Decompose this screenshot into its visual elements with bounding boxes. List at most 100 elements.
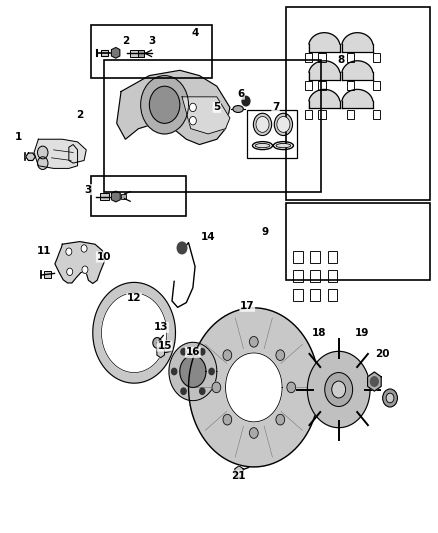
Circle shape xyxy=(212,382,221,393)
Ellipse shape xyxy=(276,143,291,148)
Ellipse shape xyxy=(274,114,293,135)
Circle shape xyxy=(223,350,232,360)
Circle shape xyxy=(149,86,180,123)
Polygon shape xyxy=(157,347,164,358)
Text: 6: 6 xyxy=(237,89,244,99)
Bar xyxy=(311,251,320,263)
Bar xyxy=(373,53,380,62)
Ellipse shape xyxy=(386,393,394,403)
Text: 19: 19 xyxy=(355,328,369,338)
Bar xyxy=(104,60,321,192)
Text: 2: 2 xyxy=(76,110,83,120)
Polygon shape xyxy=(112,47,120,58)
Polygon shape xyxy=(55,241,105,284)
Circle shape xyxy=(287,382,296,393)
Bar xyxy=(346,82,354,91)
Circle shape xyxy=(38,146,48,159)
Bar xyxy=(373,82,380,91)
Circle shape xyxy=(200,388,205,394)
Bar xyxy=(318,82,325,91)
Ellipse shape xyxy=(253,114,272,135)
Polygon shape xyxy=(309,90,340,109)
Bar xyxy=(318,53,325,62)
Circle shape xyxy=(223,414,232,425)
Ellipse shape xyxy=(233,106,244,112)
Ellipse shape xyxy=(255,143,270,148)
Circle shape xyxy=(181,388,186,394)
Polygon shape xyxy=(112,191,120,202)
Bar xyxy=(328,251,337,263)
Circle shape xyxy=(200,349,205,355)
Text: 7: 7 xyxy=(272,102,279,112)
Circle shape xyxy=(189,116,196,125)
Polygon shape xyxy=(342,90,373,109)
Bar xyxy=(311,289,320,301)
Polygon shape xyxy=(342,61,373,80)
Circle shape xyxy=(325,373,353,407)
Text: 8: 8 xyxy=(337,55,345,64)
Text: 20: 20 xyxy=(375,349,390,359)
Text: 4: 4 xyxy=(191,28,199,38)
Polygon shape xyxy=(117,70,230,144)
Text: 2: 2 xyxy=(122,36,129,46)
FancyBboxPatch shape xyxy=(44,271,50,278)
Ellipse shape xyxy=(383,389,397,407)
Polygon shape xyxy=(182,97,230,134)
Text: 1: 1 xyxy=(15,132,22,142)
Bar xyxy=(318,110,325,119)
Bar xyxy=(121,194,126,199)
Bar xyxy=(346,110,354,119)
Circle shape xyxy=(371,377,378,386)
Text: 11: 11 xyxy=(37,246,51,256)
Polygon shape xyxy=(102,293,167,373)
Text: 21: 21 xyxy=(231,471,246,481)
Circle shape xyxy=(276,350,285,360)
Text: 13: 13 xyxy=(154,322,168,333)
Bar xyxy=(293,270,303,282)
Text: 17: 17 xyxy=(240,301,254,311)
Circle shape xyxy=(82,266,88,273)
Polygon shape xyxy=(226,353,282,422)
Ellipse shape xyxy=(277,116,290,132)
Circle shape xyxy=(172,368,177,375)
Bar xyxy=(311,270,320,282)
Text: 5: 5 xyxy=(213,102,220,112)
Circle shape xyxy=(189,103,196,112)
Bar xyxy=(130,50,140,56)
Polygon shape xyxy=(169,342,217,401)
FancyBboxPatch shape xyxy=(101,50,109,56)
Ellipse shape xyxy=(256,116,269,132)
Text: 3: 3 xyxy=(85,184,92,195)
Bar xyxy=(328,270,337,282)
Bar xyxy=(328,289,337,301)
Polygon shape xyxy=(342,33,373,52)
Circle shape xyxy=(141,76,188,134)
Circle shape xyxy=(153,337,162,348)
Bar xyxy=(305,82,312,91)
Bar xyxy=(293,289,303,301)
Circle shape xyxy=(250,427,258,438)
Bar xyxy=(91,176,186,216)
Circle shape xyxy=(177,242,187,254)
Bar xyxy=(346,53,354,62)
Polygon shape xyxy=(26,153,35,160)
Circle shape xyxy=(209,368,214,375)
Bar xyxy=(91,25,212,78)
Polygon shape xyxy=(307,351,370,427)
Bar xyxy=(373,110,380,119)
Circle shape xyxy=(67,268,73,276)
Text: 10: 10 xyxy=(96,252,111,262)
Polygon shape xyxy=(189,308,319,467)
Text: 14: 14 xyxy=(201,232,215,243)
Circle shape xyxy=(250,336,258,347)
Circle shape xyxy=(276,414,285,425)
Polygon shape xyxy=(34,139,86,168)
Polygon shape xyxy=(180,356,206,387)
Text: 18: 18 xyxy=(312,328,326,338)
Polygon shape xyxy=(309,33,340,52)
Polygon shape xyxy=(235,466,243,478)
Text: 15: 15 xyxy=(157,341,172,351)
Bar xyxy=(293,251,303,263)
Circle shape xyxy=(242,96,250,106)
Polygon shape xyxy=(309,61,340,80)
